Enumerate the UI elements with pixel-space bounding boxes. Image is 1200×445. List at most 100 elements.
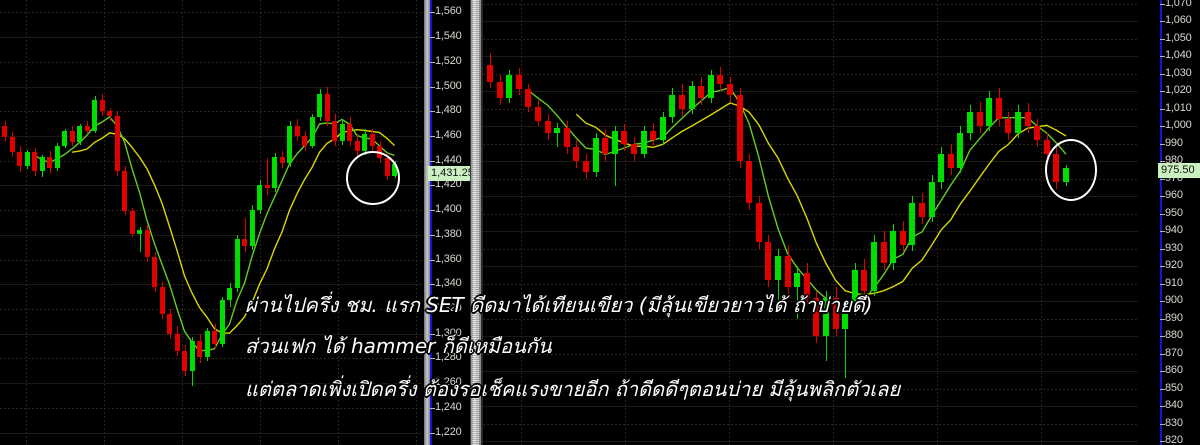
- price-axis-tick-label: 1,300: [435, 326, 462, 339]
- price-axis-tick-mark: [430, 161, 435, 162]
- price-axis-tick-label: 1,040: [1165, 49, 1192, 62]
- last-price-badge: 975.50: [1158, 163, 1200, 179]
- candle-body: [122, 170, 127, 212]
- candle-body: [881, 241, 887, 263]
- candle-body: [535, 106, 541, 121]
- gridline-horizontal: [483, 231, 1138, 232]
- price-axis-tick-mark: [1160, 319, 1165, 320]
- candle-body: [325, 93, 330, 122]
- candle-body: [660, 117, 666, 141]
- price-axis-tick-mark: [430, 284, 435, 285]
- candle-body: [977, 112, 983, 127]
- price-axis-tick-mark: [1160, 406, 1165, 407]
- candle-body: [55, 145, 60, 169]
- price-axis-tick-mark: [1160, 424, 1165, 425]
- price-axis-tick-label: 1,500: [435, 79, 462, 92]
- gridline-horizontal: [0, 309, 422, 310]
- candle-body: [669, 94, 675, 118]
- gridline-horizontal: [483, 91, 1138, 92]
- price-axis-tick-label: 830: [1165, 416, 1183, 429]
- candle-body: [765, 241, 771, 281]
- gridline-vertical: [260, 0, 261, 445]
- price-axis-tick-label: 840: [1165, 399, 1183, 412]
- candle-body: [631, 143, 637, 155]
- price-axis-tick-label: 940: [1165, 224, 1183, 237]
- candle-body: [145, 229, 150, 258]
- price-axis-tick-mark: [430, 136, 435, 137]
- candle-body: [948, 154, 954, 169]
- gridline-vertical: [104, 0, 105, 445]
- price-axis-tick-label: 1,420: [435, 178, 462, 191]
- candle-body: [265, 185, 270, 188]
- gridline-horizontal: [483, 424, 1138, 425]
- gridline-horizontal: [0, 408, 422, 409]
- gridline-horizontal: [0, 136, 422, 137]
- left-chart-pane[interactable]: 1,560 1,540 1,520 1,500 1,480 1,460 1,440 1,420…: [0, 0, 470, 445]
- price-axis-tick-label: 850: [1165, 381, 1183, 394]
- candle-body: [813, 297, 819, 337]
- candle-body: [257, 185, 262, 211]
- candle-body: [92, 100, 97, 132]
- gridline-horizontal: [483, 266, 1138, 267]
- price-axis-tick-mark: [430, 210, 435, 211]
- candle-body: [175, 333, 180, 352]
- candle-body: [10, 137, 15, 153]
- candle-wick: [267, 158, 268, 196]
- gridline-horizontal: [0, 62, 422, 63]
- gridline-horizontal: [483, 56, 1138, 57]
- candle-body: [197, 341, 202, 358]
- price-axis-tick-mark: [430, 111, 435, 112]
- gridline-horizontal: [0, 210, 422, 211]
- last-price-badge: 1,431.25: [428, 165, 470, 181]
- candle-body: [583, 161, 589, 172]
- candle-body: [929, 182, 935, 218]
- price-axis-tick-mark: [1160, 109, 1165, 110]
- gridline-vertical: [729, 0, 730, 445]
- price-axis-tick-mark: [1160, 336, 1165, 337]
- candle-body: [227, 288, 232, 301]
- candle-body: [871, 241, 877, 291]
- gridline-horizontal: [0, 383, 422, 384]
- right-chart-plot[interactable]: [483, 0, 1138, 445]
- price-axis-tick-label: 1,320: [435, 302, 462, 315]
- candle-body: [362, 133, 367, 151]
- pane-divider-scrollbar[interactable]: [470, 0, 483, 445]
- gridline-horizontal: [483, 371, 1138, 372]
- gridline-horizontal: [483, 161, 1138, 162]
- candle-body: [235, 238, 240, 288]
- gridline-horizontal: [483, 354, 1138, 355]
- candle-body: [516, 75, 522, 90]
- price-axis-tick-label: 1,010: [1165, 101, 1192, 114]
- gridline-vertical: [338, 0, 339, 445]
- candle-body: [986, 98, 992, 127]
- candle-body: [621, 131, 627, 144]
- price-axis-tick-mark: [1160, 91, 1165, 92]
- candle-body: [717, 75, 723, 85]
- candle-body: [938, 154, 944, 183]
- left-chart-plot[interactable]: [0, 0, 422, 445]
- right-chart-pane[interactable]: [483, 0, 1200, 445]
- candle-body: [852, 269, 858, 309]
- candle-body: [756, 203, 762, 242]
- price-axis-tick-mark: [430, 358, 435, 359]
- left-price-axis[interactable]: 1,560 1,540 1,520 1,500 1,480 1,460 1,440 1,420…: [428, 0, 470, 445]
- candle-body: [737, 94, 743, 162]
- price-axis-tick-label: 1,220: [435, 425, 462, 438]
- candle-body: [698, 85, 704, 99]
- candle-body: [332, 121, 337, 141]
- candle-body: [727, 84, 733, 95]
- candle-body: [272, 156, 277, 188]
- gridline-vertical: [625, 0, 626, 445]
- gridline-horizontal: [483, 179, 1138, 180]
- candle-body: [137, 229, 142, 234]
- gridline-vertical: [416, 0, 417, 445]
- candle-body: [679, 94, 685, 109]
- candle-body: [130, 211, 135, 234]
- candle-wick: [557, 122, 558, 148]
- price-axis-tick-label: 960: [1165, 189, 1183, 202]
- right-price-axis[interactable]: 1,070 1,060 1,050 1,040 1,030 1,020 1,010 1,000…: [1158, 0, 1200, 445]
- price-axis-tick-mark: [430, 87, 435, 88]
- candle-body: [2, 126, 7, 138]
- left-plot-right-border: [424, 0, 430, 445]
